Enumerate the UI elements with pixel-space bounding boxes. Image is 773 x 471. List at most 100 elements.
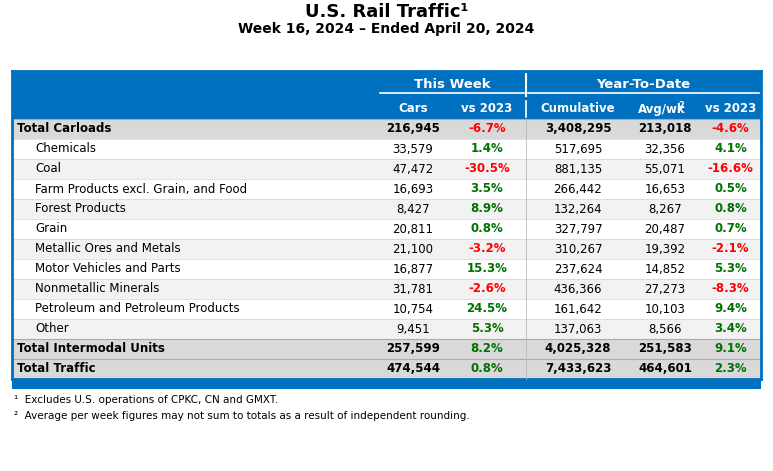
Text: Metallic Ores and Metals: Metallic Ores and Metals [35, 243, 181, 255]
Text: 237,624: 237,624 [553, 262, 602, 276]
Text: 257,599: 257,599 [386, 342, 440, 356]
Text: 5.3%: 5.3% [714, 262, 747, 276]
Text: 2.3%: 2.3% [714, 363, 747, 375]
Text: Cars: Cars [398, 103, 427, 115]
Text: 20,811: 20,811 [393, 222, 434, 236]
Bar [12, 299, 761, 319]
Text: 464,601: 464,601 [638, 363, 692, 375]
Text: 8,566: 8,566 [649, 323, 682, 335]
Bar [12, 199, 761, 219]
Text: 310,267: 310,267 [553, 243, 602, 255]
Bar [12, 159, 761, 179]
Text: Total Traffic: Total Traffic [17, 363, 96, 375]
Text: -30.5%: -30.5% [464, 162, 510, 176]
Text: Grain: Grain [35, 222, 67, 236]
Text: 0.8%: 0.8% [471, 222, 503, 236]
Text: 55,071: 55,071 [645, 162, 686, 176]
Text: 20,487: 20,487 [645, 222, 686, 236]
Text: ²  Average per week figures may not sum to totals as a result of independent rou: ² Average per week figures may not sum t… [14, 411, 470, 421]
Bar [12, 239, 761, 259]
Bar [12, 99, 761, 119]
Text: Forest Products: Forest Products [35, 203, 126, 216]
Text: Petroleum and Petroleum Products: Petroleum and Petroleum Products [35, 302, 240, 316]
Text: Nonmetallic Minerals: Nonmetallic Minerals [35, 283, 159, 295]
Text: 8.2%: 8.2% [471, 342, 503, 356]
Text: Other: Other [35, 323, 69, 335]
Text: 216,945: 216,945 [386, 122, 440, 136]
Text: 2: 2 [678, 100, 684, 109]
Text: 474,544: 474,544 [386, 363, 440, 375]
Text: This Week: This Week [414, 79, 490, 91]
Text: -2.1%: -2.1% [712, 243, 749, 255]
Text: 7,433,623: 7,433,623 [545, 363, 611, 375]
Text: 8.9%: 8.9% [471, 203, 503, 216]
Text: vs 2023: vs 2023 [705, 103, 756, 115]
Bar [12, 279, 761, 299]
Text: -6.7%: -6.7% [468, 122, 506, 136]
Text: 8,267: 8,267 [649, 203, 682, 216]
Text: 0.7%: 0.7% [714, 222, 747, 236]
Text: 9,451: 9,451 [397, 323, 430, 335]
Text: 3.5%: 3.5% [471, 182, 503, 195]
Text: 161,642: 161,642 [553, 302, 602, 316]
Text: 213,018: 213,018 [638, 122, 692, 136]
Text: 15.3%: 15.3% [467, 262, 507, 276]
Text: 31,781: 31,781 [393, 283, 434, 295]
Bar [12, 319, 761, 339]
Text: 24.5%: 24.5% [466, 302, 508, 316]
Text: 8,427: 8,427 [397, 203, 430, 216]
Text: -8.3%: -8.3% [712, 283, 749, 295]
Bar [12, 339, 761, 359]
Text: 0.8%: 0.8% [471, 363, 503, 375]
Text: 1.4%: 1.4% [471, 143, 503, 155]
Text: Total Carloads: Total Carloads [17, 122, 111, 136]
Text: Cumulative: Cumulative [540, 103, 615, 115]
Text: -2.6%: -2.6% [468, 283, 506, 295]
Bar [12, 219, 761, 239]
Text: 4,025,328: 4,025,328 [545, 342, 611, 356]
Bar [12, 71, 761, 99]
Text: ¹  Excludes U.S. operations of CPKC, CN and GMXT.: ¹ Excludes U.S. operations of CPKC, CN a… [14, 395, 278, 405]
Text: Week 16, 2024 – Ended April 20, 2024: Week 16, 2024 – Ended April 20, 2024 [238, 22, 535, 36]
Bar [12, 359, 761, 379]
Text: 21,100: 21,100 [393, 243, 434, 255]
Text: 10,103: 10,103 [645, 302, 686, 316]
Text: 251,583: 251,583 [638, 342, 692, 356]
Text: 19,392: 19,392 [645, 243, 686, 255]
Text: -16.6%: -16.6% [707, 162, 754, 176]
Text: Year-To-Date: Year-To-Date [597, 79, 690, 91]
Text: Motor Vehicles and Parts: Motor Vehicles and Parts [35, 262, 181, 276]
Text: 9.4%: 9.4% [714, 302, 747, 316]
Text: 32,356: 32,356 [645, 143, 686, 155]
Text: 0.5%: 0.5% [714, 182, 747, 195]
Text: Avg/wk: Avg/wk [638, 103, 686, 115]
Text: 327,797: 327,797 [553, 222, 602, 236]
Text: 33,579: 33,579 [393, 143, 434, 155]
Bar [12, 259, 761, 279]
Text: 132,264: 132,264 [553, 203, 602, 216]
Text: Farm Products excl. Grain, and Food: Farm Products excl. Grain, and Food [35, 182, 247, 195]
Text: -3.2%: -3.2% [468, 243, 506, 255]
Text: -4.6%: -4.6% [712, 122, 749, 136]
Text: 0.8%: 0.8% [714, 203, 747, 216]
Text: 4.1%: 4.1% [714, 143, 747, 155]
Text: 266,442: 266,442 [553, 182, 602, 195]
Text: 3.4%: 3.4% [714, 323, 747, 335]
Bar [12, 379, 761, 389]
Text: 436,366: 436,366 [553, 283, 602, 295]
Text: vs 2023: vs 2023 [461, 103, 512, 115]
Text: 881,135: 881,135 [554, 162, 602, 176]
Bar [12, 119, 761, 139]
Bar [12, 179, 761, 199]
Text: Chemicals: Chemicals [35, 143, 96, 155]
Text: 16,653: 16,653 [645, 182, 686, 195]
Text: 10,754: 10,754 [393, 302, 434, 316]
Text: 27,273: 27,273 [645, 283, 686, 295]
Text: 16,693: 16,693 [393, 182, 434, 195]
Text: Coal: Coal [35, 162, 61, 176]
Text: 5.3%: 5.3% [471, 323, 503, 335]
Text: 137,063: 137,063 [553, 323, 602, 335]
Text: 517,695: 517,695 [553, 143, 602, 155]
Text: 16,877: 16,877 [393, 262, 434, 276]
Text: 9.1%: 9.1% [714, 342, 747, 356]
